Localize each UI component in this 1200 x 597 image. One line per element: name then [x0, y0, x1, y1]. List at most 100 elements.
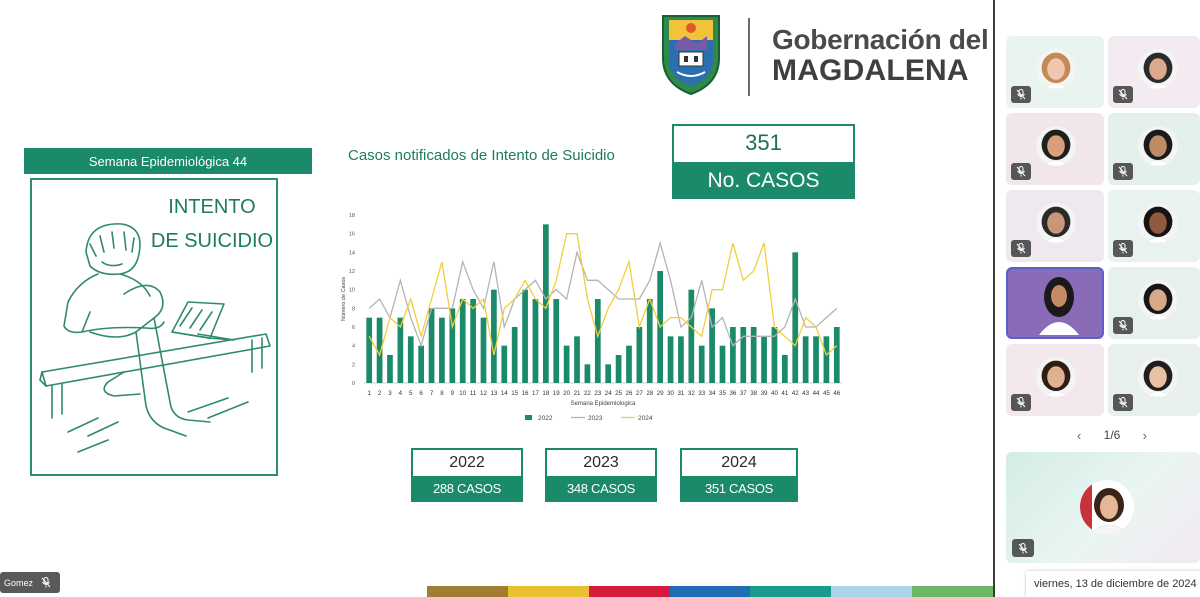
- y-tick-label: 18: [349, 213, 355, 219]
- x-tick-label: 44: [813, 390, 820, 397]
- y-tick-label: 2: [352, 362, 355, 368]
- participant-video: [1039, 277, 1079, 335]
- y-tick-label: 10: [349, 288, 355, 294]
- x-tick-label: 27: [636, 390, 643, 397]
- bar-2022-week-25: [615, 355, 622, 383]
- x-tick-label: 40: [771, 390, 778, 397]
- bar-2022-week-4: [397, 317, 404, 383]
- bar-2022-week-2: [376, 317, 383, 383]
- participant-tile[interactable]: [1108, 267, 1200, 339]
- legend-label-2022: 2022: [538, 415, 553, 422]
- magdalena-coat-of-arms-icon: [662, 15, 720, 96]
- mic-off-icon: [1113, 317, 1133, 334]
- bar-2022-week-13: [491, 289, 497, 383]
- y-tick-label: 0: [352, 381, 355, 387]
- x-tick-label: 2: [378, 390, 382, 397]
- color-strip-segment: [831, 586, 913, 597]
- bar-2022-week-7: [428, 308, 435, 383]
- x-tick-label: 33: [698, 390, 705, 397]
- x-tick-label: 10: [459, 390, 466, 397]
- color-strip-segment: [669, 586, 751, 597]
- participant-video: [1036, 203, 1076, 243]
- pager-label: 1/6: [1103, 428, 1121, 442]
- participant-video: [1036, 126, 1076, 166]
- bar-2022-week-18: [542, 224, 549, 383]
- color-strip-segment: [912, 586, 993, 597]
- year-cases: 351 CASOS: [682, 476, 796, 500]
- bar-2022-week-38: [750, 327, 757, 383]
- bar-2022-week-36: [730, 327, 736, 383]
- bar-2022-week-21: [574, 336, 580, 383]
- chevron-right-icon[interactable]: ›: [1142, 427, 1147, 443]
- x-tick-label: 21: [574, 390, 581, 397]
- participant-tile[interactable]: [1108, 344, 1200, 416]
- participant-video: [1036, 357, 1076, 397]
- bar-2022-week-10: [459, 299, 466, 383]
- header-divider: [748, 18, 750, 96]
- x-tick-label: 45: [823, 390, 830, 397]
- x-tick-label: 14: [501, 390, 508, 397]
- participant-video: [1138, 280, 1178, 320]
- bar-2022-week-26: [626, 345, 632, 383]
- mic-off-icon: [1113, 394, 1133, 411]
- x-tick-label: 31: [677, 390, 684, 397]
- bar-2022-week-45: [823, 336, 830, 383]
- x-tick-label: 46: [833, 390, 840, 397]
- bar-2022-week-22: [584, 364, 591, 383]
- mic-off-icon: [1011, 394, 1031, 411]
- chart-title: Casos notificados de Intento de Suicidio: [348, 147, 615, 164]
- bar-2022-week-33: [698, 345, 705, 383]
- x-tick-label: 25: [615, 390, 622, 397]
- x-tick-label: 6: [419, 390, 423, 397]
- x-tick-label: 18: [542, 390, 549, 397]
- x-tick-label: 11: [470, 390, 477, 397]
- x-tick-label: 3: [388, 390, 392, 397]
- participant-tile[interactable]: [1006, 344, 1104, 416]
- line-2024: [368, 233, 838, 357]
- participant-tile[interactable]: [1006, 113, 1104, 185]
- participant-tile[interactable]: [1006, 267, 1104, 339]
- topic-title: INTENTO DE SUICIDIO: [142, 190, 282, 258]
- bar-2022-week-23: [594, 299, 601, 383]
- mic-off-icon: [41, 577, 51, 588]
- chevron-left-icon[interactable]: ‹: [1077, 427, 1082, 443]
- mic-off-icon: [1113, 163, 1133, 180]
- self-view-tile[interactable]: [1006, 452, 1200, 563]
- bar-2022-week-24: [605, 364, 612, 383]
- x-tick-label: 20: [563, 390, 570, 397]
- bar-2022-week-34: [709, 308, 715, 383]
- bar-2022-week-30: [667, 336, 674, 383]
- participant-tile[interactable]: [1108, 113, 1200, 185]
- x-tick-label: 15: [511, 390, 518, 397]
- mic-off-icon: [1011, 86, 1031, 103]
- participant-tile[interactable]: [1108, 190, 1200, 262]
- topic-frame: [30, 178, 278, 476]
- x-tick-label: 35: [719, 390, 726, 397]
- year-label: 2023: [583, 454, 619, 471]
- year-label: 2022: [449, 454, 485, 471]
- x-tick-label: 16: [522, 390, 529, 397]
- participant-tile[interactable]: [1006, 36, 1104, 108]
- organization-name-line2: MAGDALENA: [772, 54, 969, 87]
- footer-color-strip: [427, 586, 993, 597]
- bar-2022-week-42: [792, 252, 799, 383]
- bar-2022-week-9: [449, 308, 456, 383]
- participant-video: [1138, 126, 1178, 166]
- color-strip-segment: [427, 586, 508, 597]
- bar-2022-week-1: [366, 317, 373, 383]
- y-tick-label: 4: [352, 344, 355, 350]
- legend-label-2023: 2023: [588, 415, 603, 422]
- x-tick-label: 39: [761, 390, 768, 397]
- participant-video: [1080, 480, 1134, 534]
- participant-tile[interactable]: [1108, 36, 1200, 108]
- x-tick-label: 24: [605, 390, 612, 397]
- participant-tile[interactable]: [1006, 190, 1104, 262]
- participant-video: [1138, 49, 1178, 89]
- bar-2022-week-31: [678, 336, 684, 383]
- bar-2022-week-11: [470, 299, 476, 383]
- x-tick-label: 9: [451, 390, 455, 397]
- color-strip-segment: [750, 586, 832, 597]
- x-tick-label: 26: [626, 390, 633, 397]
